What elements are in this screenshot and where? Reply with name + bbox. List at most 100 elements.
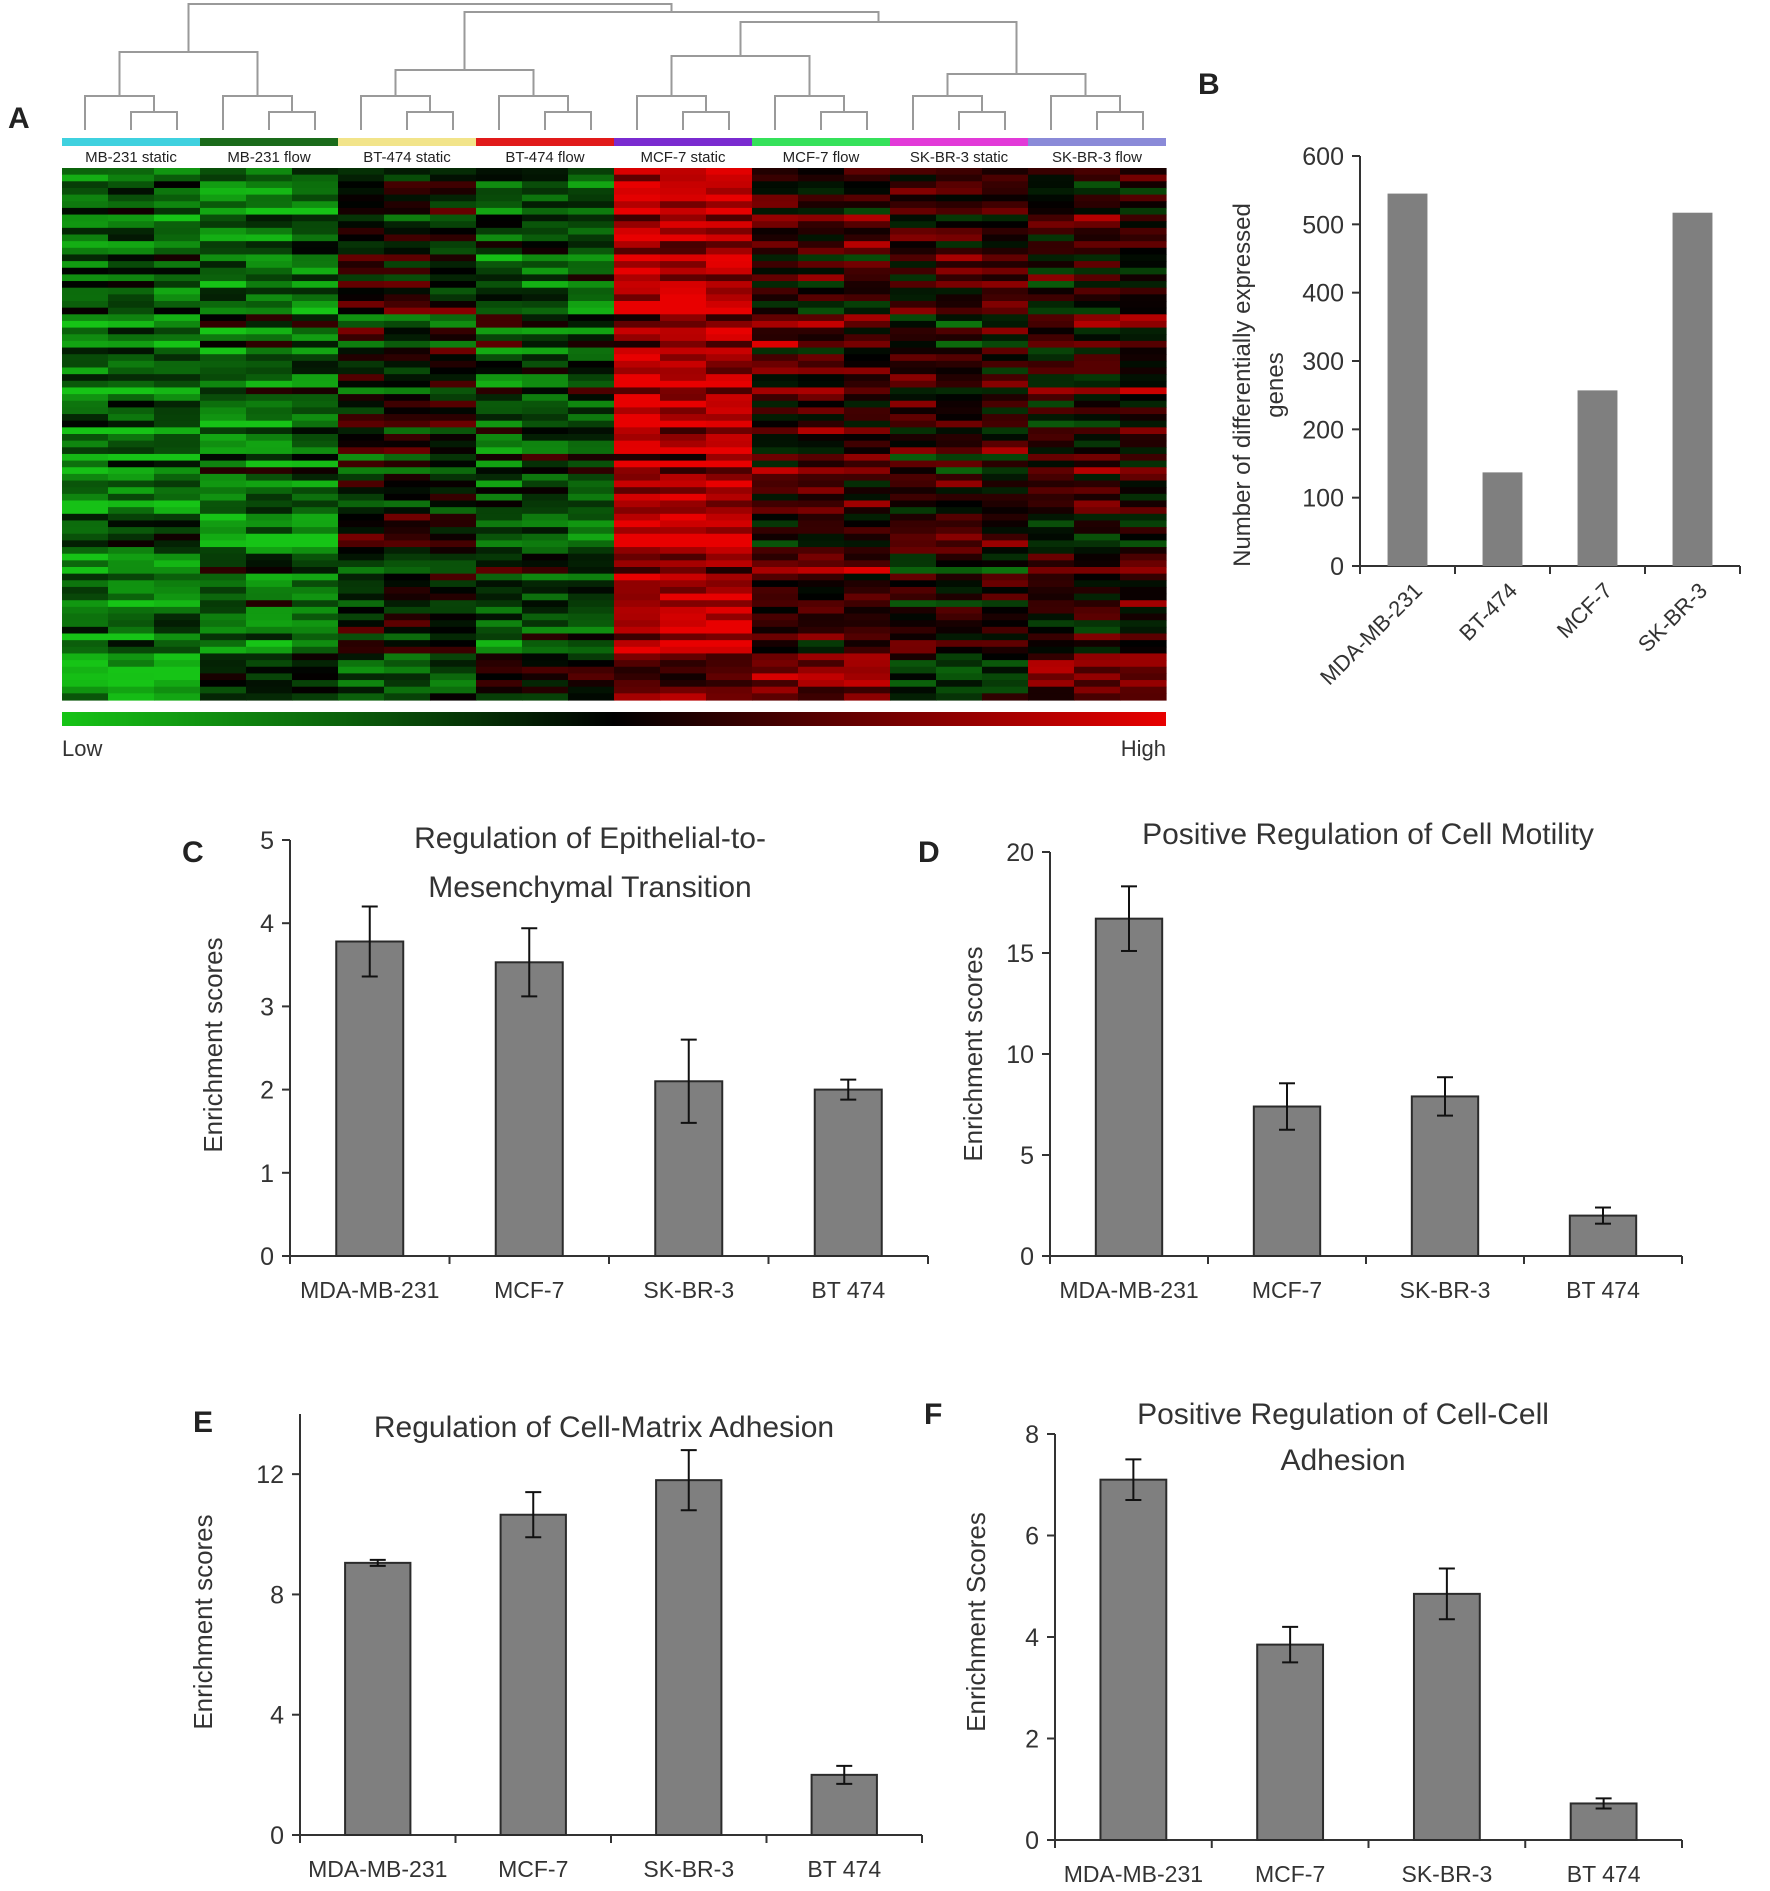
heatmap-cell — [614, 281, 661, 289]
heatmap-cell — [154, 407, 201, 415]
x-tick-label: SK-BR-3 — [1633, 578, 1712, 657]
heatmap-cell — [200, 214, 247, 222]
bar — [1252, 1105, 1322, 1258]
heatmap-cell — [706, 427, 753, 435]
heatmap-cell — [108, 287, 155, 295]
heatmap-cell — [384, 367, 431, 375]
heatmap-cell — [384, 547, 431, 555]
heatmap-cell — [614, 414, 661, 422]
heatmap-cell — [200, 327, 247, 335]
heatmap-cell — [890, 241, 937, 249]
heatmap-cell — [890, 201, 937, 209]
heatmap-cell — [660, 493, 707, 502]
heatmap-cell — [844, 480, 891, 488]
heatmap-cell — [338, 666, 385, 674]
heatmap-cell — [844, 380, 891, 389]
heatmap-cell — [246, 593, 293, 601]
heatmap-cell — [1120, 553, 1167, 561]
heatmap-cell — [154, 620, 201, 628]
heatmap-cell — [292, 460, 339, 468]
heatmap-cell — [982, 207, 1029, 216]
heatmap-cell — [246, 467, 293, 475]
heatmap-cell — [200, 407, 247, 415]
heatmap-cell — [1120, 500, 1167, 508]
heatmap-cell — [154, 686, 201, 694]
heatmap-cell — [890, 560, 937, 568]
heatmap-group-label: MCF-7 flow — [783, 149, 860, 166]
heatmap-cell — [522, 301, 569, 309]
heatmap-cell — [430, 567, 477, 575]
heatmap-cell — [292, 673, 339, 681]
heatmap-cell — [844, 207, 891, 216]
heatmap-cell — [338, 553, 385, 561]
heatmap-cell — [660, 320, 707, 329]
heatmap-cell — [292, 241, 339, 249]
heatmap-cell — [660, 580, 707, 588]
heatmap-cell — [1120, 327, 1167, 335]
heatmap-cell — [522, 586, 569, 595]
heatmap-cell — [246, 693, 293, 701]
heatmap-cell — [706, 507, 753, 515]
heatmap-cell — [936, 354, 983, 362]
heatmap-cell — [890, 686, 937, 694]
heatmap-cell — [522, 600, 569, 608]
heatmap-cell — [798, 407, 845, 415]
dendrogram-branch — [1096, 111, 1144, 130]
heatmap-cell — [798, 414, 845, 422]
heatmap-cell — [844, 234, 891, 242]
heatmap-cell — [476, 420, 523, 428]
heatmap-cell — [200, 547, 247, 555]
heatmap-cell — [62, 447, 109, 455]
heatmap-cell — [752, 327, 799, 335]
heatmap-cell — [1120, 201, 1167, 209]
heatmap-cell — [246, 547, 293, 555]
bar — [1094, 917, 1164, 1257]
heatmap-cell — [62, 420, 109, 428]
heatmap-cell — [1120, 660, 1167, 668]
y-tick-label: 5 — [260, 827, 274, 855]
heatmap-cell — [108, 174, 155, 182]
heatmap-cell — [660, 261, 707, 269]
heatmap-cell — [660, 194, 707, 202]
heatmap-cell — [798, 593, 845, 601]
heatmap-cell — [384, 168, 431, 176]
heatmap-group-color-bars — [62, 138, 1166, 146]
heatmap-cell — [430, 194, 477, 202]
heatmap-cell — [1120, 261, 1167, 269]
heatmap-cell — [844, 680, 891, 688]
heatmap-cell — [1028, 473, 1075, 482]
heatmap-cell — [982, 414, 1029, 422]
heatmap-cell — [798, 673, 845, 681]
heatmap-cell — [292, 380, 339, 389]
y-tick-label: 2 — [1025, 1726, 1039, 1754]
heatmap-cell — [246, 294, 293, 302]
bar — [1482, 472, 1523, 566]
heatmap-cell — [890, 227, 937, 236]
heatmap-cell — [1028, 453, 1075, 462]
heatmap-cell — [1028, 207, 1075, 216]
heatmap-cell — [1074, 367, 1121, 375]
heatmap-cell — [522, 666, 569, 674]
heatmap-cell — [154, 586, 201, 595]
heatmap-cell — [660, 553, 707, 561]
heatmap-cell — [108, 606, 155, 615]
heatmap-cell — [200, 314, 247, 322]
heatmap-cell — [936, 274, 983, 282]
heatmap-cell — [62, 380, 109, 389]
heatmap-cell — [844, 646, 891, 655]
heatmap-cell — [430, 467, 477, 475]
heatmap-cell — [844, 453, 891, 462]
heatmap-cell — [982, 434, 1029, 442]
heatmap-cell — [982, 400, 1029, 408]
heatmap-cell — [1028, 666, 1075, 674]
heatmap-cell — [936, 567, 983, 575]
heatmap-cell — [292, 653, 339, 661]
heatmap-cell — [62, 320, 109, 329]
heatmap-cell — [108, 427, 155, 435]
heatmap-cell — [936, 633, 983, 641]
heatmap-cell — [798, 633, 845, 641]
heatmap-cell — [338, 241, 385, 249]
heatmap-cell — [338, 420, 385, 428]
heatmap-cell — [62, 221, 109, 229]
heatmap-cell — [660, 380, 707, 389]
